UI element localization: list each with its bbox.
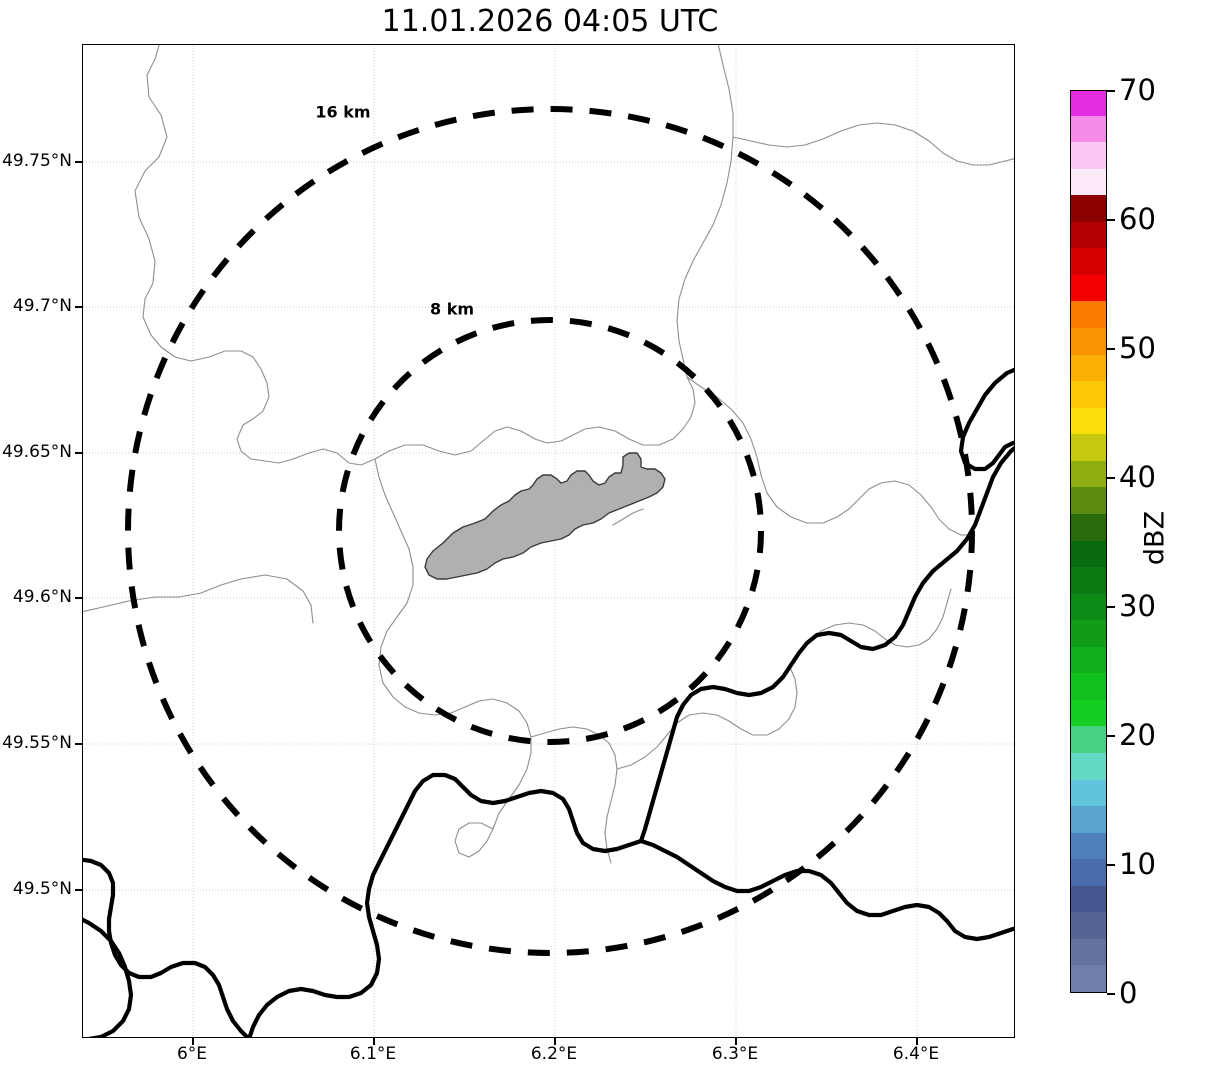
x-axis-label-6-2e: 6.2°E	[530, 1044, 578, 1064]
colorbar-tick-mark	[1107, 348, 1115, 350]
y-axis-label-49-7: 49.7°N	[12, 296, 72, 316]
colorbar-tick-mark	[1107, 219, 1115, 221]
colorbar-band	[1071, 964, 1106, 992]
y-axis-label-49-65: 49.65°N	[2, 442, 72, 462]
colorbar-tick-mark	[1107, 90, 1115, 92]
colorbar-band	[1071, 938, 1106, 966]
colorbar-tick-mark	[1107, 993, 1115, 995]
range-ring-label-16km: 16 km	[315, 102, 371, 122]
x-tick-mark	[916, 1038, 918, 1045]
colorbar-band	[1071, 221, 1106, 249]
colorbar-band	[1071, 646, 1106, 674]
y-tick-mark	[75, 597, 82, 599]
colorbar-tick-label: 50	[1119, 331, 1156, 365]
x-tick-mark	[554, 1038, 556, 1045]
colorbar-band	[1071, 300, 1106, 329]
colorbar-band	[1071, 114, 1106, 143]
colorbar-band	[1071, 805, 1106, 833]
colorbar-tick-mark	[1107, 864, 1115, 866]
x-tick-mark	[192, 1038, 194, 1045]
range-ring-8km	[336, 317, 764, 745]
y-tick-mark	[75, 743, 82, 745]
colorbar-band	[1071, 141, 1106, 169]
colorbar-band	[1071, 725, 1106, 753]
colorbar[interactable]: 0 10 20 30 40 50 60 70	[1070, 73, 1156, 1010]
y-tick-mark	[75, 306, 82, 308]
y-tick-mark	[75, 889, 82, 891]
colorbar-band	[1071, 274, 1106, 302]
page-title: 11.01.2026 04:05 UTC	[381, 4, 719, 39]
y-axis-label-49-6: 49.6°N	[12, 587, 72, 607]
y-axis-label-49-5: 49.5°N	[12, 879, 72, 899]
colorbar-band	[1071, 619, 1106, 647]
x-axis-label-6-3e: 6.3°E	[711, 1044, 759, 1064]
colorbar-axis-label: dBZ	[1139, 510, 1171, 566]
colorbar-band	[1071, 911, 1106, 939]
x-axis-label-6e: 6°E	[176, 1044, 208, 1064]
map-plot-area[interactable]: 16 km 8 km	[82, 44, 1015, 1038]
colorbar-band	[1071, 91, 1106, 116]
colorbar-band	[1071, 247, 1106, 275]
colorbar-tick-label: 30	[1119, 589, 1156, 623]
x-axis-label-6-1e: 6.1°E	[349, 1044, 397, 1064]
colorbar-tick-label: 10	[1119, 847, 1156, 881]
colorbar-tick-label: 60	[1119, 202, 1156, 236]
x-axis-label-6-4e: 6.4°E	[892, 1044, 940, 1064]
colorbar-band	[1071, 752, 1106, 780]
colorbar-tick-label: 0	[1119, 976, 1138, 1010]
range-ring-label-8km: 8 km	[429, 299, 475, 319]
colorbar-tick-mark	[1107, 477, 1115, 479]
colorbar-band	[1071, 539, 1106, 568]
colorbar-band	[1071, 486, 1106, 514]
colorbar-tick-label: 70	[1119, 73, 1156, 107]
colorbar-band	[1071, 380, 1106, 408]
water-body-polygon	[424, 452, 666, 580]
colorbar-band	[1071, 699, 1106, 727]
colorbar-band	[1071, 460, 1106, 488]
colorbar-band	[1071, 327, 1106, 355]
y-axis-label-49-55: 49.55°N	[2, 733, 72, 753]
colorbar-band	[1071, 593, 1106, 621]
colorbar-gradient	[1070, 90, 1107, 993]
administrative-boundary	[83, 45, 1014, 864]
colorbar-band	[1071, 354, 1106, 382]
range-rings	[125, 106, 975, 956]
colorbar-band	[1071, 885, 1106, 913]
colorbar-band	[1071, 858, 1106, 886]
colorbar-band	[1071, 672, 1106, 700]
y-axis-label-49-75: 49.75°N	[2, 151, 72, 171]
colorbar-band	[1071, 168, 1106, 196]
map-canvas	[83, 45, 1014, 1037]
colorbar-band	[1071, 513, 1106, 541]
x-tick-mark	[373, 1038, 375, 1045]
colorbar-tick-mark	[1107, 606, 1115, 608]
colorbar-tick-label: 20	[1119, 718, 1156, 752]
colorbar-band	[1071, 194, 1106, 222]
colorbar-tick-mark	[1107, 735, 1115, 737]
colorbar-band	[1071, 433, 1106, 461]
x-tick-mark	[735, 1038, 737, 1045]
y-tick-mark	[75, 161, 82, 163]
colorbar-band	[1071, 566, 1106, 594]
y-tick-mark	[75, 452, 82, 454]
colorbar-band	[1071, 832, 1106, 860]
range-ring-16km	[125, 106, 975, 956]
country-border	[83, 367, 1014, 1037]
colorbar-band	[1071, 407, 1106, 435]
colorbar-band	[1071, 778, 1106, 807]
colorbar-tick-label: 40	[1119, 460, 1156, 494]
